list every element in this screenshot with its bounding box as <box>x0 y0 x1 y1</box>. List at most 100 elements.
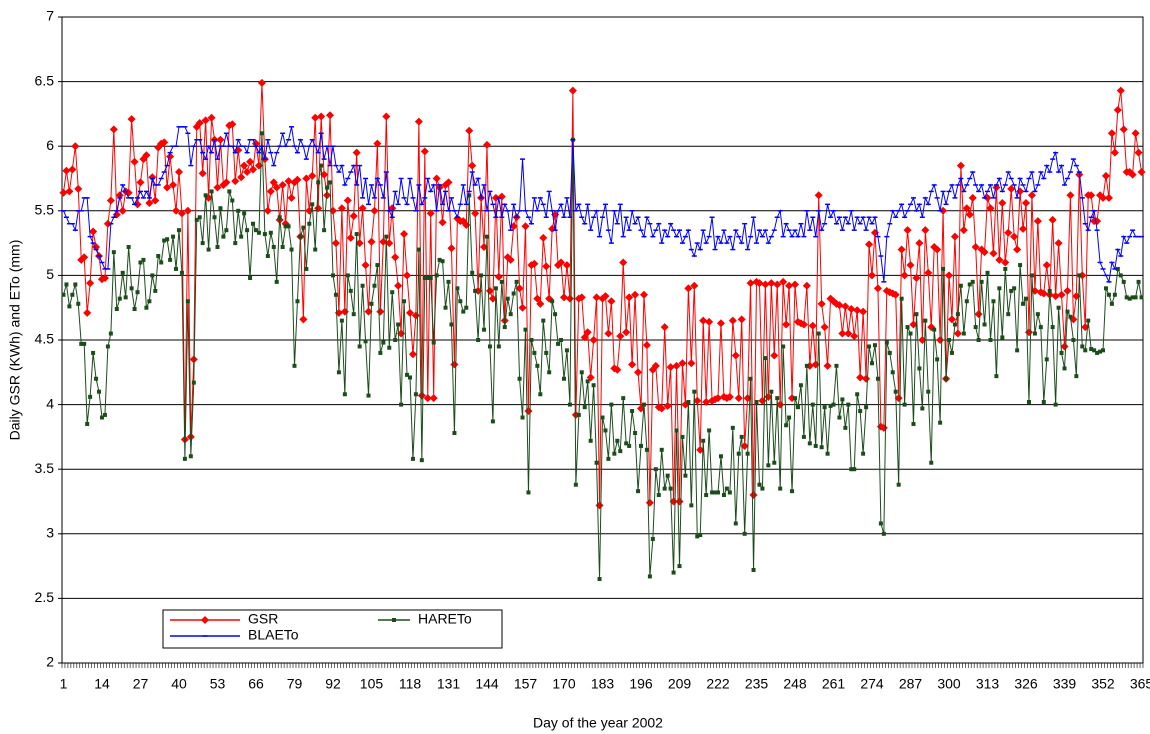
point <box>325 185 330 190</box>
point <box>814 191 823 200</box>
point <box>387 345 392 350</box>
point <box>257 78 266 87</box>
point <box>1051 292 1060 301</box>
point <box>902 402 907 407</box>
point <box>1103 286 1108 291</box>
point <box>751 567 756 572</box>
point <box>1089 347 1094 352</box>
point <box>508 312 513 317</box>
point <box>197 215 202 220</box>
point <box>1039 289 1048 298</box>
point <box>861 451 866 456</box>
point <box>644 447 649 452</box>
point <box>798 383 803 388</box>
point <box>917 366 922 371</box>
point <box>403 271 412 280</box>
point <box>1021 301 1026 306</box>
point <box>514 279 519 284</box>
point <box>71 142 80 151</box>
point <box>171 234 176 239</box>
point <box>195 118 204 127</box>
point <box>585 379 590 384</box>
point <box>1004 228 1013 237</box>
point <box>302 174 311 183</box>
point <box>580 333 589 342</box>
point <box>896 482 901 487</box>
point <box>99 415 104 420</box>
point <box>230 198 235 203</box>
point <box>236 208 241 213</box>
point <box>127 115 136 124</box>
point <box>1137 168 1146 177</box>
point <box>68 165 77 174</box>
point <box>1113 106 1122 115</box>
point <box>153 288 158 293</box>
point <box>730 425 735 430</box>
point <box>265 254 270 259</box>
point <box>757 482 762 487</box>
x-tick-label: 105 <box>360 676 384 692</box>
point <box>437 257 442 262</box>
point <box>976 338 981 342</box>
point <box>174 266 179 271</box>
point <box>952 322 957 327</box>
x-tick-label: 53 <box>210 676 226 692</box>
point <box>105 344 110 349</box>
x-tick-label: 79 <box>287 676 303 692</box>
point <box>1104 193 1113 202</box>
point <box>787 415 792 420</box>
point <box>850 332 859 341</box>
point <box>476 338 481 342</box>
point <box>935 357 940 362</box>
x-tick-label: 27 <box>133 676 149 692</box>
point <box>985 270 990 275</box>
point <box>884 340 889 345</box>
point <box>62 166 71 175</box>
point <box>1056 305 1061 310</box>
point <box>120 270 125 275</box>
point <box>724 486 729 491</box>
point <box>375 263 380 268</box>
point <box>496 344 501 349</box>
point <box>174 168 183 177</box>
legend-marker <box>201 616 209 624</box>
point <box>1024 296 1029 301</box>
point <box>414 117 423 126</box>
point <box>781 344 786 349</box>
point <box>941 266 946 271</box>
point <box>391 253 400 262</box>
point <box>702 398 711 407</box>
point <box>227 189 232 194</box>
point <box>287 193 296 202</box>
point <box>352 148 361 157</box>
point <box>1057 290 1066 299</box>
point <box>1013 245 1022 254</box>
point <box>653 467 658 472</box>
point <box>1092 348 1097 353</box>
point <box>1041 400 1046 405</box>
point <box>647 574 652 579</box>
point <box>284 177 293 186</box>
point <box>1121 279 1126 284</box>
point <box>278 180 287 189</box>
point <box>317 112 326 121</box>
point <box>749 491 758 500</box>
x-tick-label: 261 <box>822 676 846 692</box>
y-tick-label: 6 <box>46 137 54 153</box>
point <box>159 260 164 265</box>
point <box>693 396 702 405</box>
point <box>506 255 515 264</box>
point <box>577 293 586 302</box>
point <box>76 301 81 306</box>
point <box>890 370 895 375</box>
point <box>484 234 489 239</box>
point <box>1001 258 1010 267</box>
point <box>573 482 578 487</box>
point <box>761 280 770 289</box>
point <box>690 281 699 290</box>
point <box>838 329 847 338</box>
point <box>609 402 614 407</box>
point <box>331 239 340 248</box>
point <box>905 325 910 330</box>
